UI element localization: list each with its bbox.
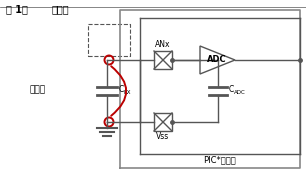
Text: ADC: ADC xyxy=(234,89,246,94)
Text: 自电容: 自电容 xyxy=(52,4,70,14)
Bar xyxy=(88,24,130,56)
Text: PIC*单片机: PIC*单片机 xyxy=(203,155,236,164)
Bar xyxy=(154,113,172,131)
Text: C: C xyxy=(119,85,124,93)
Bar xyxy=(154,51,172,69)
Text: ADC: ADC xyxy=(207,55,227,64)
Polygon shape xyxy=(200,46,235,74)
Text: ANx: ANx xyxy=(155,40,171,49)
Text: RX: RX xyxy=(124,89,132,94)
Text: 图 1：: 图 1： xyxy=(6,4,28,14)
Text: 自电容: 自电容 xyxy=(30,86,46,94)
Text: Vss: Vss xyxy=(156,132,170,141)
Text: C: C xyxy=(229,85,234,93)
